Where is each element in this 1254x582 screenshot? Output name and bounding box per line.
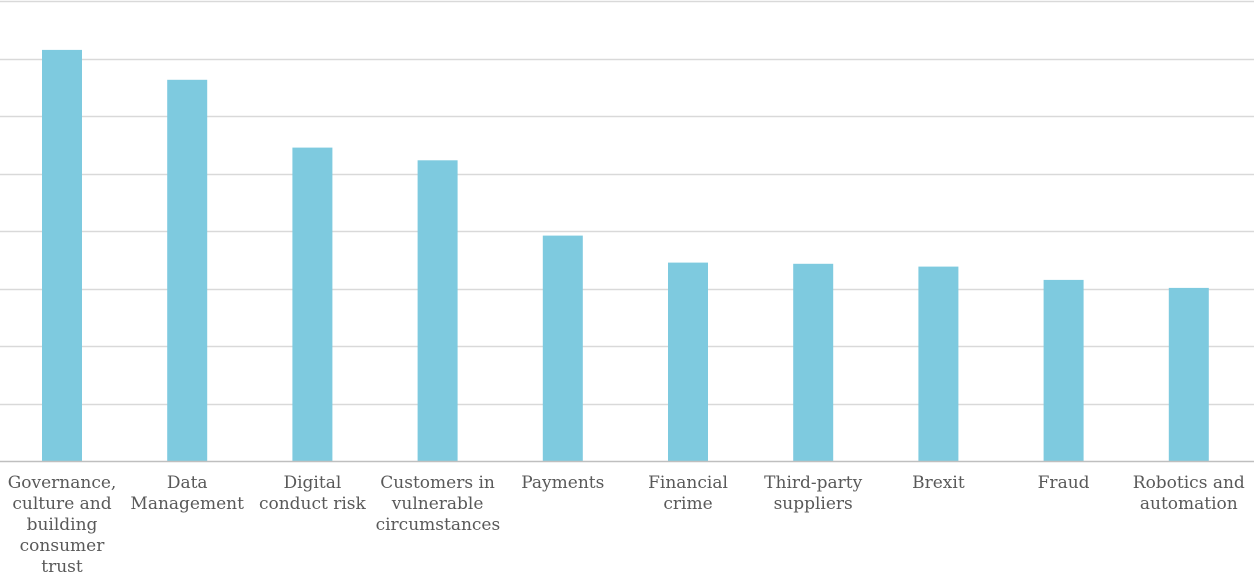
bar bbox=[42, 49, 82, 462]
bar bbox=[1043, 279, 1084, 461]
bar bbox=[542, 235, 583, 461]
x-tick-label: Payments bbox=[521, 473, 605, 493]
x-tick-label: Brexit bbox=[912, 473, 965, 493]
x-tick-label: Fraud bbox=[1037, 473, 1090, 493]
bar bbox=[292, 147, 333, 461]
x-tick-label: Financial crime bbox=[648, 473, 728, 514]
bar bbox=[918, 266, 959, 461]
bar bbox=[417, 160, 458, 462]
bar bbox=[167, 79, 208, 462]
x-tick-label: Data Management bbox=[130, 473, 244, 514]
bar bbox=[793, 263, 834, 461]
bar bbox=[1168, 287, 1209, 461]
x-tick-label: Robotics and automation bbox=[1132, 473, 1245, 514]
x-tick-label: Governance, culture and building consume… bbox=[7, 473, 117, 577]
x-tick-label: Third-party suppliers bbox=[764, 473, 863, 514]
x-tick-label: Customers in vulnerable circumstances bbox=[375, 473, 501, 535]
x-tick-label: Digital conduct risk bbox=[258, 473, 366, 514]
bar bbox=[668, 262, 708, 461]
